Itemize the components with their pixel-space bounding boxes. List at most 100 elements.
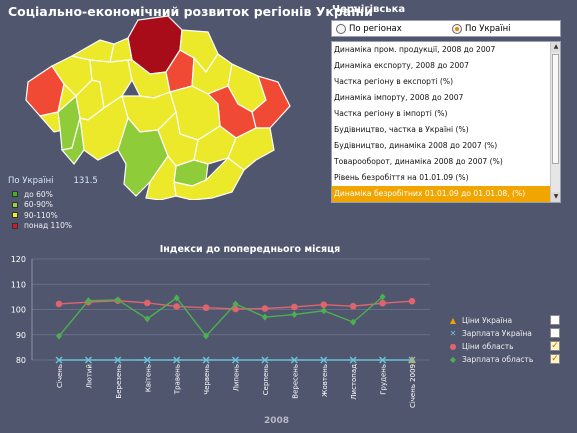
legend-item: до 60% [12,189,72,200]
chart-legend-item: ◆ Зарплата область ✓ [448,353,570,366]
legend-item-label: до 60% [24,189,53,199]
y-tick-label: 110 [11,280,26,289]
data-point [56,332,62,340]
indicator-item[interactable]: Товарооборот, динаміка 2008 до 2007 (%) [334,157,503,166]
legend-swatch [12,212,18,219]
y-tick-label: 120 [11,255,26,264]
map-region[interactable] [109,37,133,63]
y-tick-label: 90 [16,331,26,340]
legend-item: 60-90% [12,200,72,211]
scroll-up-icon[interactable]: ▲ [551,42,560,52]
legend-item-label: 90-110% [24,210,58,220]
x-tick-label: Серпень [262,364,270,395]
y-tick-label: 100 [11,306,26,315]
indicator-list[interactable]: Динаміка пром. продукції, 2008 до 2007 Д… [331,41,561,203]
data-point [84,356,92,364]
radio-by-regions[interactable]: По регіонах [336,23,452,34]
x-tick-label: Лютий [85,364,93,388]
line-chart: 80 90 100 110 120 Січень Лютий Березень Квітень Т… [11,255,430,408]
x-tick-label: Квітень [144,364,152,392]
indicator-item-selected[interactable]: Динаміка безробітних 01.01.09 до 01.01.0… [332,186,550,202]
data-point [232,300,239,308]
data-point [379,299,386,307]
legend-item: 90-110% [12,210,72,221]
app-title: Соціально-економічний розвиток регіонів … [8,4,373,19]
series-label: Зарплата Україна [462,329,532,338]
series-label: Зарплата область [462,355,534,364]
indicator-item[interactable]: Динаміка пром. продукції, 2008 до 2007 [334,45,496,54]
legend-swatch [12,222,18,229]
series-label: Ціни область [462,342,514,351]
legend-header: По Україні 131.5 [8,176,98,186]
map-region[interactable] [60,117,85,165]
data-point [291,303,298,311]
series-toggle-checkbox[interactable]: ✓ [550,341,560,351]
legend-item-label: понад 110% [24,221,73,231]
legend-value: 131.5 [73,176,98,186]
x-tick-label: Березень [115,364,123,399]
data-point [55,356,63,364]
region-title: Чернігівська [332,4,406,15]
chart-legend-item: ● Ціни область ✓ [448,340,570,353]
map-legend: до 60% 60-90% 90-110% понад 110% [12,189,72,231]
indicator-item[interactable]: Будівництво, динаміка 2008 до 2007 (%) [334,141,498,150]
data-point [261,305,269,312]
radio-by-ukraine[interactable]: По Україні [452,23,511,34]
indicator-item[interactable]: Динаміка імпорту, 2008 до 2007 [334,93,464,102]
radio-dot-icon [336,23,346,34]
data-point [349,302,357,310]
legend-swatch [12,191,18,198]
data-point [408,356,416,364]
circle-marker-icon: ● [449,342,457,351]
chart-legend-item: ▲ Ціни Україна [448,314,570,327]
diamond-marker-icon: ◆ [449,355,457,364]
series-toggle-checkbox[interactable]: ✓ [550,354,560,364]
data-point [379,356,387,364]
data-point [202,304,210,312]
data-point [320,301,328,309]
legend-item-label: 60-90% [24,200,53,210]
data-point [320,356,328,364]
list-scrollbar[interactable]: ▲ ▼ [550,42,560,202]
x-tick-label: Грудень [380,364,388,395]
series-toggle-checkbox[interactable] [550,315,560,325]
data-point [350,318,357,326]
x-tick-label: Червень [203,364,211,395]
data-point [85,297,92,305]
data-point [143,299,151,307]
indicator-item[interactable]: Частка регіону в експорті (%) [334,77,454,86]
x-tick-label: Липень [233,364,241,391]
data-point [232,356,239,364]
chart-legend-item: ✕ Зарплата Україна [448,327,570,340]
ukraine-map[interactable] [0,0,330,200]
chart-title: Індекси до попереднього місяця [159,244,341,255]
series-toggle-checkbox[interactable] [550,328,560,338]
triangle-marker-icon: ▲ [449,316,457,325]
data-point [202,356,210,364]
map-region[interactable] [145,154,177,200]
data-point [173,303,180,310]
data-point [55,300,63,308]
x-tick-label: Листопад [350,364,358,400]
x-tick-label: Вересень [291,364,299,399]
x-marker-icon: ✕ [449,329,457,338]
legend-swatch [12,201,18,208]
data-point [408,297,416,305]
scroll-down-icon[interactable]: ▼ [551,192,560,202]
data-point [114,356,122,364]
data-point [261,313,268,321]
data-point [379,293,386,301]
data-point [290,356,298,364]
indicator-item[interactable]: Частка регіону в імпорті (%) [334,109,448,118]
indicator-item[interactable]: Будівництво, частка в Україні (%) [334,125,469,134]
data-point [232,305,239,313]
indicator-item[interactable]: Динаміка експорту, 2008 до 2007 [334,61,469,70]
data-point [143,356,151,364]
data-point [320,307,327,315]
x-tick-label: Травень [174,364,182,395]
map-region[interactable] [173,157,245,200]
series-label: Ціни Україна [462,316,513,325]
indicator-item[interactable]: Рівень безробіття на 01.01.09 (%) [334,173,469,182]
x-axis-label: 2008 [264,416,290,426]
scrollbar-thumb[interactable] [552,54,559,164]
